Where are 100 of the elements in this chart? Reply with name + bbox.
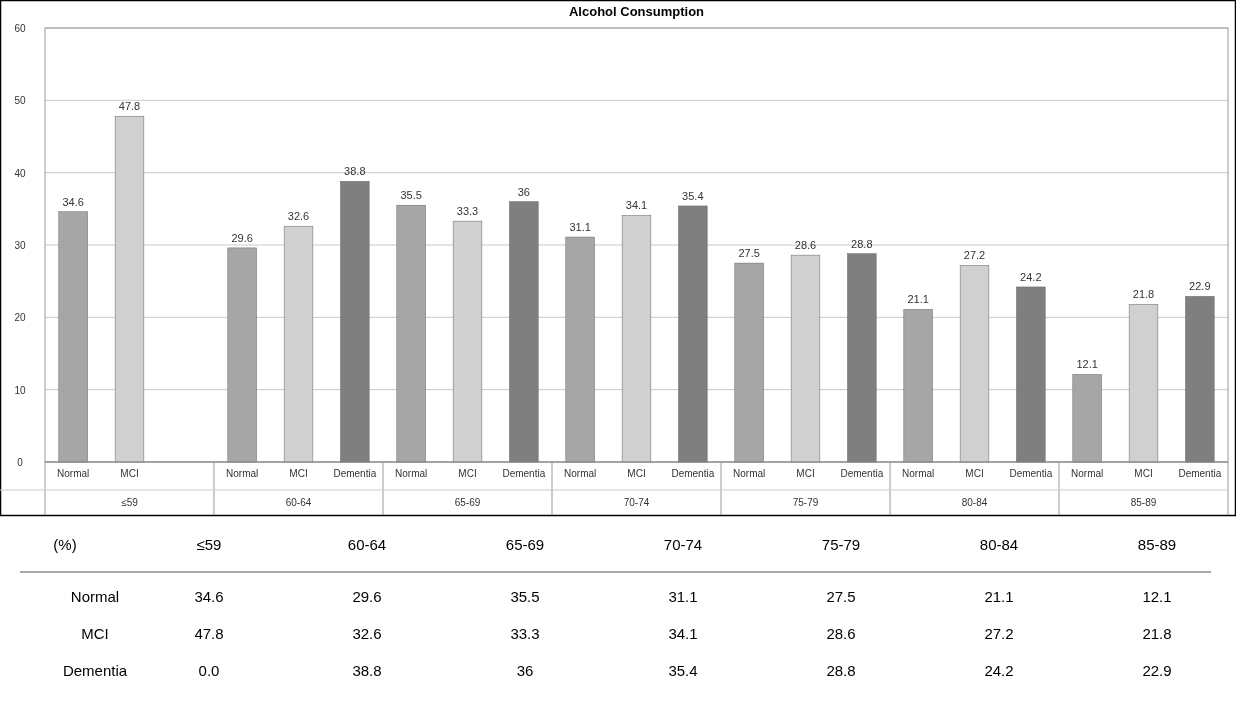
text: Normal (226, 468, 259, 479)
category-label: 75-79 (821, 536, 861, 553)
text: MCI (965, 468, 984, 479)
category-label: 80-84 (979, 536, 1019, 553)
bar (959, 265, 990, 463)
y-tick-label: 0 (17, 457, 24, 468)
data-label: 21.8 (1142, 625, 1172, 642)
data-label: 36 (516, 662, 534, 679)
x-tick-label: 85-89 (1130, 497, 1157, 508)
text: Dementia (1178, 468, 1222, 479)
data-label: 24.2 (984, 662, 1014, 679)
text: Dementia (62, 662, 128, 679)
text: 32.6 (287, 210, 310, 223)
text: 35.5 (400, 189, 422, 202)
data-label: 34.6 (194, 588, 224, 605)
series-label: Normal (57, 468, 90, 479)
bar (283, 225, 314, 463)
text: 34.1 (625, 199, 648, 212)
text: Normal (395, 468, 428, 479)
bar (58, 211, 88, 463)
x-tick-label: 80-84 (961, 497, 988, 508)
text: 47.8 (118, 100, 141, 113)
text: Normal (733, 468, 766, 479)
chart-title: Alcohol Consumption (568, 4, 705, 19)
bar (790, 254, 821, 463)
text: 34.6 (62, 195, 84, 208)
text: 24.2 (1020, 270, 1042, 283)
data-label: 0.0 (198, 662, 220, 679)
data-label: 27.2 (984, 625, 1014, 642)
bar (565, 236, 595, 463)
data-label: 31.1 (668, 588, 698, 605)
y-tick-label: 30 (14, 240, 26, 251)
y-tick-label: 50 (14, 95, 26, 107)
bar (621, 215, 652, 463)
data-label: 38.8 (352, 662, 382, 679)
series-label: MCI (120, 468, 139, 479)
bar (227, 247, 257, 463)
x-tick-label: 60-64 (285, 497, 312, 508)
data-label: 29.6 (352, 588, 382, 605)
category-label: 85-89 (1137, 536, 1177, 553)
text: Normal (70, 588, 120, 605)
text: 29.6 (231, 231, 253, 244)
text: Normal (1071, 468, 1104, 479)
bar (1128, 304, 1159, 463)
text: MCI (458, 468, 477, 479)
data-label: 47.8 (194, 625, 224, 642)
text: Dementia (840, 468, 884, 479)
text: MCI (627, 468, 646, 479)
category-label: ≤59 (196, 536, 222, 553)
x-tick-label: ≤59 (121, 497, 139, 508)
data-label: 27.5 (826, 588, 856, 605)
bar (734, 262, 764, 463)
text: 35.4 (682, 189, 704, 202)
text: 36 (517, 185, 530, 198)
text: 21.8 (1132, 288, 1155, 301)
text: Normal (902, 468, 935, 479)
x-tick-label: 65-69 (454, 497, 481, 508)
y-tick-label: 20 (14, 312, 26, 324)
data-label: 28.6 (826, 625, 856, 642)
series-label: Dementia (502, 468, 546, 479)
text: MCI (289, 468, 308, 479)
text: 28.6 (794, 239, 817, 252)
category-label: 70-74 (663, 536, 703, 553)
text: (%) (53, 536, 77, 553)
data-label: 35.4 (668, 662, 698, 679)
data-label: 35.5 (510, 588, 540, 605)
bar (1072, 374, 1102, 463)
category-label: 60-64 (347, 536, 387, 553)
data-label: 12.1 (1142, 588, 1172, 605)
text: 21.1 (907, 293, 929, 306)
data-label: 21.1 (984, 588, 1014, 605)
text: Dementia (671, 468, 715, 479)
data-label: 32.6 (352, 625, 382, 642)
data-label: 22.9 (1142, 662, 1172, 679)
text: MCI (1134, 468, 1153, 479)
y-tick-label: 40 (14, 167, 26, 179)
text: 31.1 (569, 221, 591, 234)
text: 33.3 (456, 205, 479, 218)
category-label: 65-69 (505, 536, 545, 553)
data-label: 28.8 (826, 662, 856, 679)
bar (452, 220, 483, 463)
bar (396, 204, 426, 463)
text: 27.5 (738, 247, 760, 260)
text: 22.9 (1189, 280, 1211, 293)
x-tick-label: 70-74 (623, 497, 650, 508)
text: MCI (796, 468, 815, 479)
bar (903, 309, 933, 463)
y-tick-label: 10 (14, 384, 26, 396)
data-label: 33.3 (510, 625, 540, 642)
text: 38.8 (344, 165, 366, 178)
text: Normal (564, 468, 597, 479)
text: Dementia (333, 468, 377, 479)
bar (114, 116, 145, 463)
text: Dementia (1009, 468, 1053, 479)
text: 27.2 (963, 249, 986, 262)
text: 12.1 (1076, 358, 1098, 371)
text: MCI (81, 625, 109, 642)
y-tick-label: 60 (14, 23, 26, 34)
x-tick-label: 75-79 (792, 497, 819, 508)
text: 28.8 (851, 237, 873, 250)
